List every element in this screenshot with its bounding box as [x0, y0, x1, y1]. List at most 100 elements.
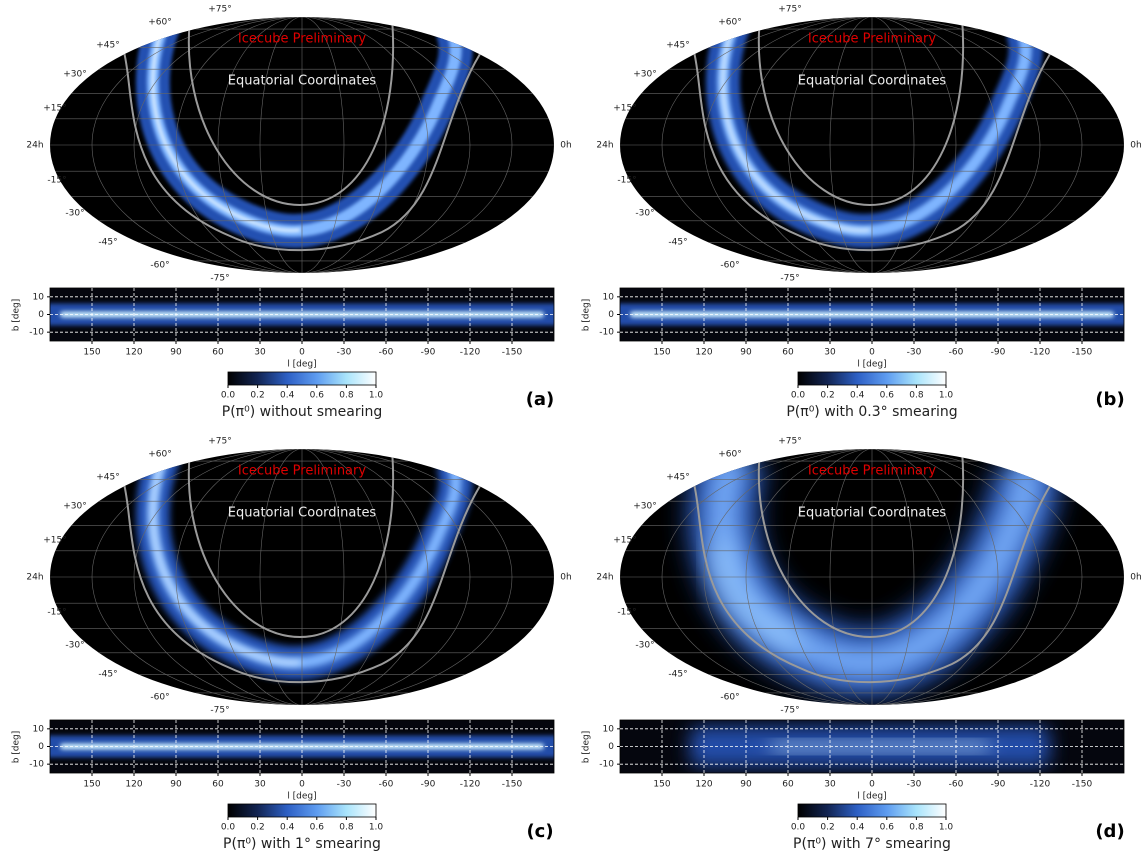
x-tick-label: 150 — [653, 780, 670, 790]
panel-label: (b) — [1095, 389, 1124, 410]
map-frame-label: Equatorial Coordinates — [798, 74, 947, 89]
dec-label: -75° — [210, 706, 229, 716]
colorbar: 0.00.20.40.60.81.0 — [221, 804, 384, 833]
colorbar-tick-label: 0.8 — [909, 391, 924, 401]
y-tick-label: -10 — [29, 760, 44, 770]
x-tick-label: 150 — [83, 780, 100, 790]
dec-label: +45° — [96, 473, 120, 483]
map-frame-label: Equatorial Coordinates — [228, 74, 377, 89]
dec-label: +15° — [613, 104, 637, 114]
x-tick-label: -60 — [949, 780, 964, 790]
colorbar-tick-label: 0.8 — [909, 823, 924, 833]
x-tick-label: 0 — [299, 348, 305, 358]
y-axis-label: b [deg] — [12, 731, 22, 764]
dec-label: +30° — [63, 70, 87, 80]
colorbar-tick-label: 0.0 — [221, 823, 236, 833]
y-tick-label: -10 — [599, 328, 614, 338]
x-axis-label: l [deg] — [287, 792, 316, 802]
map-annotation: Icecube Preliminary — [238, 32, 366, 47]
panel: Icecube Preliminary Equatorial Coordinate… — [582, 5, 1142, 421]
x-tick-label: 30 — [254, 780, 266, 790]
ra-label: 0h — [1130, 141, 1141, 151]
map-frame-label: Equatorial Coordinates — [798, 506, 947, 521]
colorbar-gradient — [798, 372, 946, 385]
ra-label: 24h — [26, 573, 43, 583]
y-tick-label: 0 — [608, 310, 614, 320]
dec-label: -45° — [98, 670, 117, 680]
colorbar-tick-label: 0.6 — [880, 823, 895, 833]
dec-label: -15° — [47, 176, 66, 186]
dec-label: +30° — [633, 502, 657, 512]
ra-label: 0h — [1130, 573, 1141, 583]
colorbar: 0.00.20.40.60.81.0 — [791, 372, 954, 401]
x-tick-label: -30 — [337, 348, 352, 358]
colorbar-tick-label: 0.2 — [820, 391, 834, 401]
x-tick-label: 60 — [782, 348, 794, 358]
colorbar-tick-label: 1.0 — [369, 391, 384, 401]
dec-label: -30° — [635, 641, 654, 651]
dec-label: +75° — [778, 5, 802, 15]
panel: Icecube Preliminary Equatorial Coordinate… — [12, 5, 572, 421]
strip-plot: 1501209060300-30-60-90-120-150100-10b [d… — [582, 288, 1135, 370]
dec-label: +15° — [43, 536, 67, 546]
ra-label: 24h — [26, 141, 43, 151]
ra-label: 0h — [560, 573, 571, 583]
panel-caption: P(π⁰) without smearing — [222, 404, 382, 420]
dec-label: -60° — [150, 693, 169, 703]
x-tick-label: -60 — [379, 348, 394, 358]
sky-map: Icecube Preliminary Equatorial Coordinate… — [596, 5, 1141, 284]
x-tick-label: -150 — [1072, 348, 1093, 358]
y-tick-label: 10 — [603, 292, 615, 302]
x-axis-label: l [deg] — [857, 360, 886, 370]
x-tick-label: 30 — [824, 780, 836, 790]
x-axis-label: l [deg] — [857, 792, 886, 802]
x-tick-label: 90 — [170, 780, 182, 790]
dec-label: -45° — [98, 238, 117, 248]
colorbar-tick-label: 0.0 — [791, 823, 806, 833]
colorbar-tick-label: 0.2 — [250, 823, 264, 833]
dec-label: +60° — [718, 450, 742, 460]
dec-label: -15° — [617, 608, 636, 618]
colorbar-tick-label: 0.0 — [791, 391, 806, 401]
dec-label: +45° — [96, 41, 120, 51]
dec-label: +45° — [666, 473, 690, 483]
y-tick-label: 10 — [33, 724, 45, 734]
x-tick-label: 0 — [299, 780, 305, 790]
panel-label: (c) — [526, 821, 553, 842]
x-tick-label: -30 — [907, 780, 922, 790]
map-annotation: Icecube Preliminary — [808, 32, 936, 47]
colorbar-tick-label: 1.0 — [939, 823, 954, 833]
colorbar-tick-label: 0.0 — [221, 391, 236, 401]
x-tick-label: -60 — [379, 780, 394, 790]
x-tick-label: 60 — [782, 780, 794, 790]
x-tick-label: -120 — [460, 348, 481, 358]
dec-label: -30° — [65, 209, 84, 219]
panel-label: (a) — [526, 389, 555, 410]
y-axis-label: b [deg] — [582, 731, 592, 764]
y-tick-label: 10 — [603, 724, 615, 734]
x-tick-label: -150 — [1072, 780, 1093, 790]
figure: Icecube Preliminary Equatorial Coordinate… — [0, 0, 1148, 857]
x-tick-label: 150 — [653, 348, 670, 358]
colorbar-tick-label: 0.4 — [850, 391, 865, 401]
panel-caption: P(π⁰) with 1° smearing — [223, 836, 381, 852]
x-tick-label: -90 — [991, 348, 1006, 358]
dec-label: +75° — [208, 437, 232, 447]
x-tick-label: 90 — [740, 780, 752, 790]
x-tick-label: -90 — [421, 780, 436, 790]
y-axis-label: b [deg] — [582, 299, 592, 332]
map-annotation: Icecube Preliminary — [808, 464, 936, 479]
dec-label: -15° — [617, 176, 636, 186]
colorbar-tick-label: 0.6 — [880, 391, 895, 401]
dec-label: +60° — [148, 450, 172, 460]
dec-label: -60° — [720, 693, 739, 703]
dec-label: -45° — [668, 670, 687, 680]
dec-label: +60° — [148, 18, 172, 28]
colorbar-tick-label: 0.4 — [280, 391, 295, 401]
map-annotation: Icecube Preliminary — [238, 464, 366, 479]
